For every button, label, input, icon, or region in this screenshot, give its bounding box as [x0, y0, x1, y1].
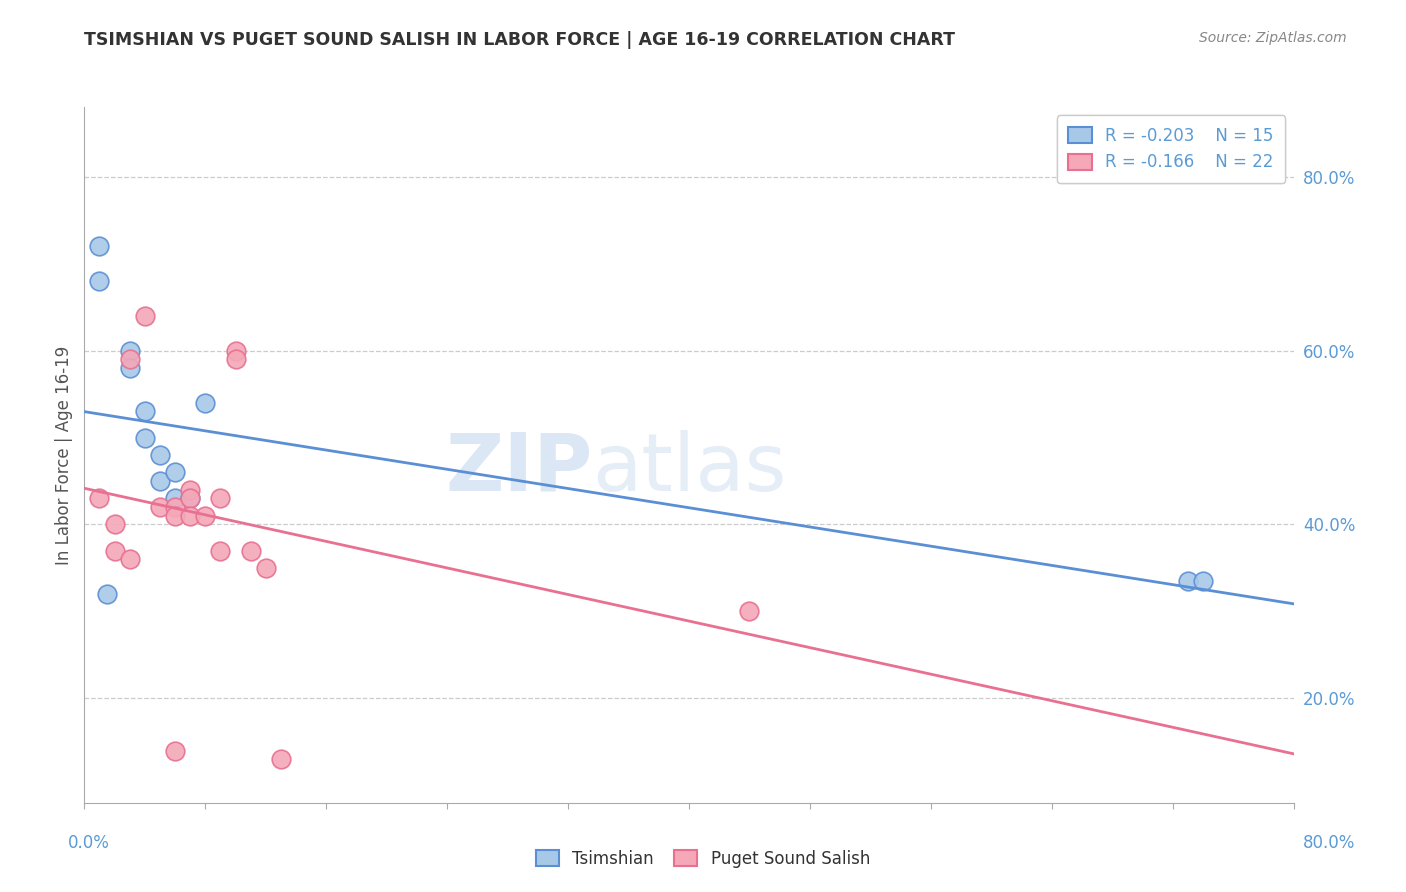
Point [179, 483, 201, 497]
Point [225, 343, 247, 358]
Point [134, 430, 156, 444]
Point [239, 543, 262, 558]
Point [118, 343, 141, 358]
Point [270, 752, 292, 766]
Point [134, 309, 156, 323]
Point [165, 466, 187, 480]
Point [104, 517, 127, 532]
Legend: Tsimshian, Puget Sound Salish: Tsimshian, Puget Sound Salish [529, 844, 877, 875]
Point [96, 587, 118, 601]
Y-axis label: In Labor Force | Age 16-19: In Labor Force | Age 16-19 [55, 345, 73, 565]
Text: atlas: atlas [592, 430, 786, 508]
Text: ZIP: ZIP [444, 430, 592, 508]
Legend: R = -0.203    N = 15, R = -0.166    N = 22: R = -0.203 N = 15, R = -0.166 N = 22 [1057, 115, 1285, 183]
Point [738, 605, 761, 619]
Point [118, 552, 141, 566]
Point [1177, 574, 1199, 588]
Text: Source: ZipAtlas.com: Source: ZipAtlas.com [1199, 31, 1347, 45]
Point [134, 404, 156, 418]
Point [165, 491, 187, 506]
Point [254, 561, 277, 575]
Text: 0.0%: 0.0% [67, 834, 110, 852]
Point [209, 491, 232, 506]
Point [165, 500, 187, 514]
Point [179, 491, 201, 506]
Point [209, 543, 232, 558]
Point [89, 274, 111, 288]
Text: 80.0%: 80.0% [1302, 834, 1355, 852]
Point [225, 352, 247, 367]
Point [118, 352, 141, 367]
Point [179, 491, 201, 506]
Point [165, 744, 187, 758]
Point [149, 474, 172, 488]
Point [194, 508, 217, 523]
Point [1192, 574, 1215, 588]
Point [149, 500, 172, 514]
Point [89, 239, 111, 253]
Text: TSIMSHIAN VS PUGET SOUND SALISH IN LABOR FORCE | AGE 16-19 CORRELATION CHART: TSIMSHIAN VS PUGET SOUND SALISH IN LABOR… [84, 31, 955, 49]
Point [118, 361, 141, 376]
Point [165, 508, 187, 523]
Point [179, 508, 201, 523]
Point [194, 395, 217, 409]
Point [149, 448, 172, 462]
Point [104, 543, 127, 558]
Point [89, 491, 111, 506]
